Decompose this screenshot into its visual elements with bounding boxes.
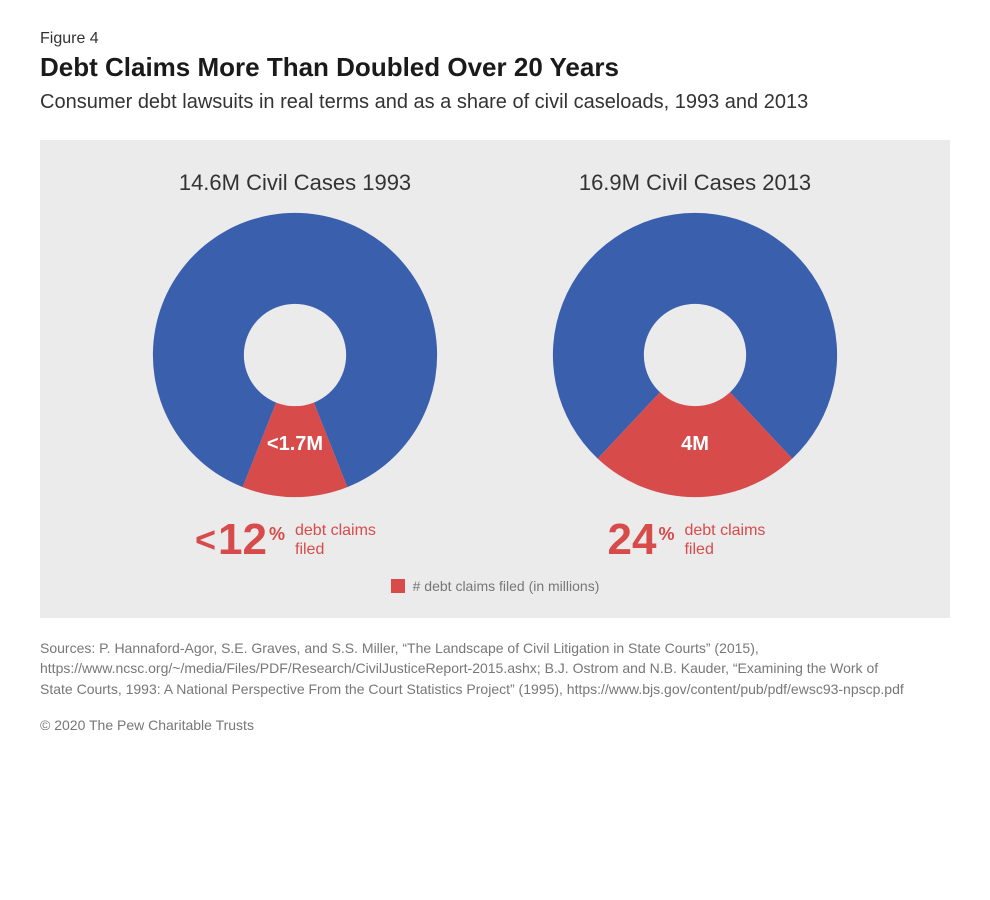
- copyright-text: © 2020 The Pew Charitable Trusts: [40, 717, 950, 733]
- chart-container: 14.6M Civil Cases 1993 <1.7M < 12 % debt…: [40, 140, 950, 618]
- percent-symbol-1993: %: [269, 524, 285, 545]
- slice-label-2013: 4M: [681, 433, 709, 456]
- legend-label: # debt claims filed (in millions): [413, 578, 600, 594]
- legend: # debt claims filed (in millions): [391, 578, 600, 594]
- percent-label-1993: debt claims filed: [295, 521, 395, 559]
- chart-subtitle: Consumer debt lawsuits in real terms and…: [40, 89, 860, 116]
- slice-label-1993: <1.7M: [267, 433, 323, 456]
- donut-chart-2013: 4M: [550, 210, 840, 500]
- legend-swatch: [391, 579, 405, 593]
- sources-text: Sources: P. Hannaford-Agor, S.E. Graves,…: [40, 638, 910, 699]
- donut-2013: 16.9M Civil Cases 2013 4M 24 % debt clai…: [550, 170, 840, 562]
- donuts-row: 14.6M Civil Cases 1993 <1.7M < 12 % debt…: [80, 170, 910, 562]
- percent-label-2013: debt claims filed: [684, 521, 784, 559]
- donut-title-1993: 14.6M Civil Cases 1993: [179, 170, 411, 196]
- donut-svg-2013: [550, 210, 840, 500]
- figure-label: Figure 4: [40, 30, 950, 48]
- percent-symbol-2013: %: [658, 524, 674, 545]
- donut-title-2013: 16.9M Civil Cases 2013: [579, 170, 811, 196]
- percent-prefix-1993: <: [195, 519, 216, 561]
- percent-row-2013: 24 % debt claims filed: [606, 518, 785, 562]
- donut-1993: 14.6M Civil Cases 1993 <1.7M < 12 % debt…: [150, 170, 440, 562]
- chart-title: Debt Claims More Than Doubled Over 20 Ye…: [40, 52, 950, 83]
- percent-row-1993: < 12 % debt claims filed: [195, 518, 395, 562]
- percent-number-1993: 12: [218, 518, 267, 562]
- percent-number-2013: 24: [608, 518, 657, 562]
- donut-chart-1993: <1.7M: [150, 210, 440, 500]
- donut-svg-1993: [150, 210, 440, 500]
